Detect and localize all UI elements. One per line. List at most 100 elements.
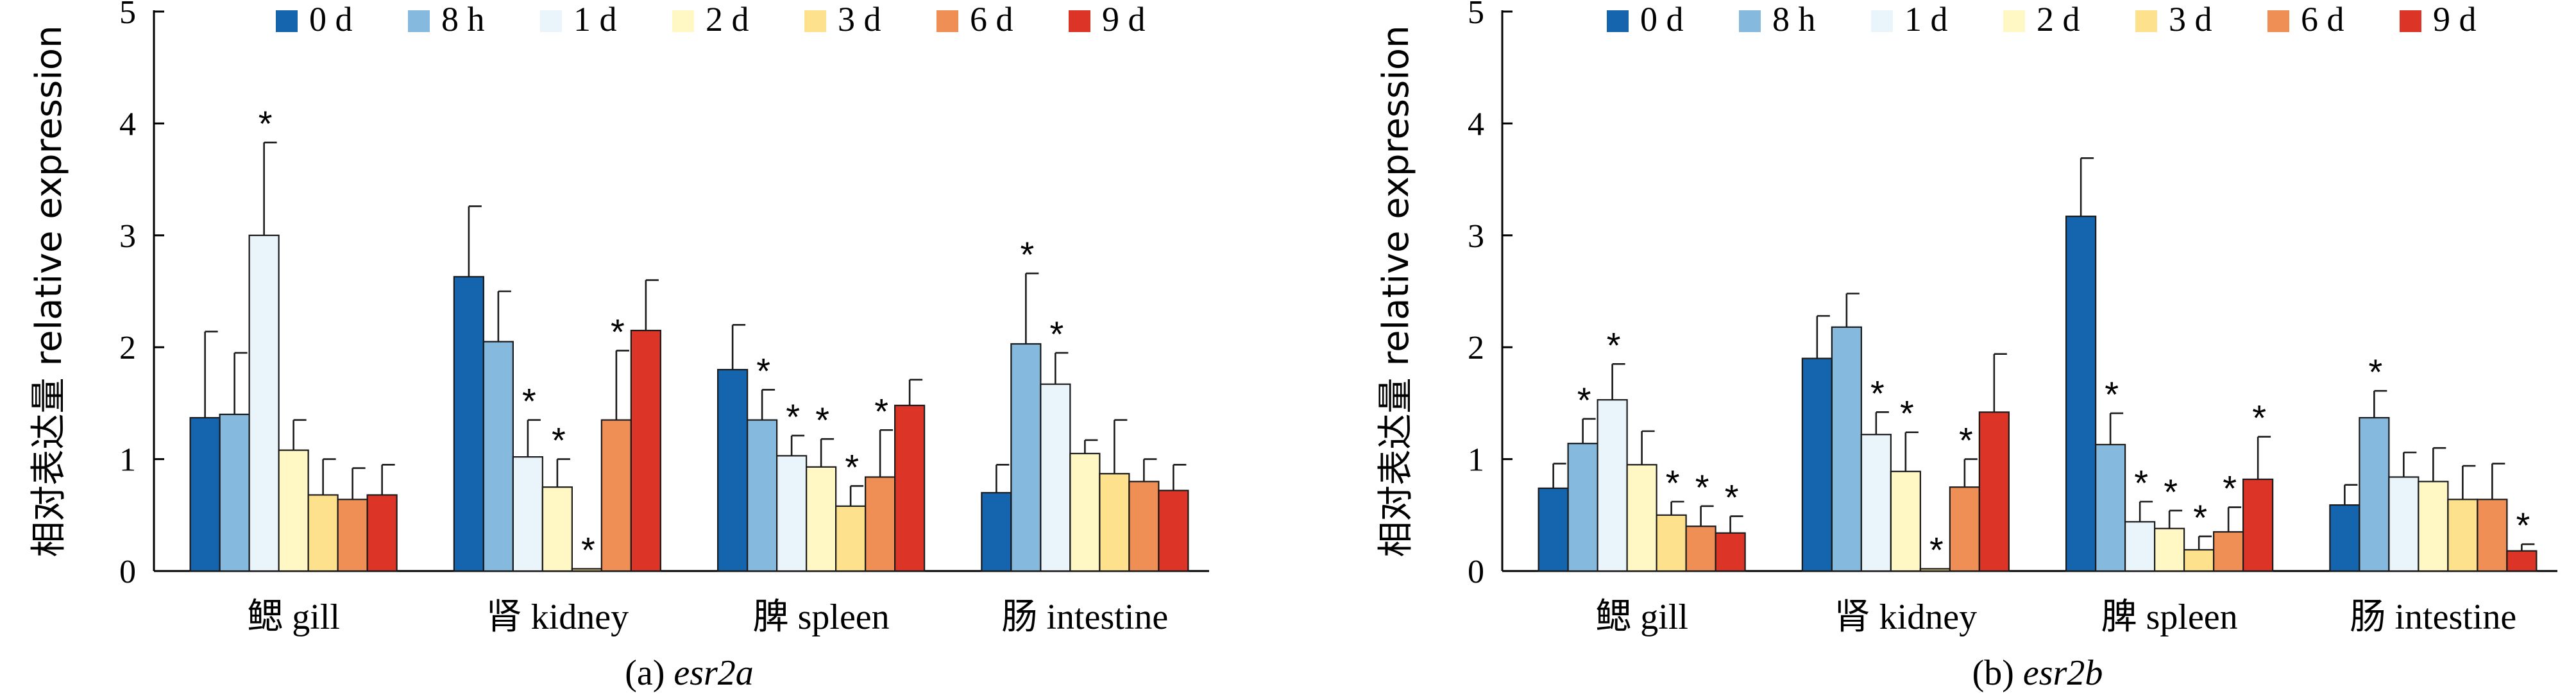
- y-tick-label: 4: [119, 106, 136, 142]
- y-axis-label: 相对表达量 relative expression: [1375, 26, 1417, 558]
- legend-label: 6 d: [2301, 0, 2344, 38]
- y-tick-label: 5: [1468, 0, 1484, 31]
- legend-swatch: [2267, 10, 2289, 32]
- category-label: 肠 intestine: [1002, 597, 1169, 637]
- bar-group: * * * *: [453, 205, 661, 572]
- bar: [1715, 532, 1746, 572]
- legend-label: 1 d: [1904, 0, 1948, 38]
- bar: [1567, 443, 1598, 572]
- significance-marker: *: [581, 530, 595, 570]
- significance-marker: *: [2164, 472, 2178, 512]
- significance-marker: *: [1725, 477, 1739, 518]
- bar-group: * * * * *: [1538, 325, 1746, 572]
- y-tick-label: 1: [119, 442, 136, 479]
- bar: [894, 404, 926, 572]
- significance-marker: *: [1695, 467, 1709, 508]
- caption-gene: esr2a: [674, 653, 753, 693]
- legend-swatch: [672, 10, 694, 32]
- bar: [189, 416, 221, 572]
- significance-marker: *: [2134, 463, 2148, 503]
- bar: [1978, 411, 2010, 572]
- category-label: 肾 kidney: [486, 597, 629, 637]
- significance-marker: *: [2368, 352, 2382, 392]
- bar: [512, 456, 543, 572]
- significance-marker: *: [552, 420, 566, 461]
- y-tick-label: 5: [119, 0, 136, 31]
- y-tick-label: 0: [119, 554, 136, 590]
- legend-label: 3 d: [2169, 0, 2212, 38]
- y-axis-label: 相对表达量 relative expression: [28, 26, 70, 558]
- bar: [981, 491, 1012, 572]
- bar-group: * * * * * *: [2065, 157, 2274, 572]
- bar: [307, 494, 339, 572]
- bar: [278, 449, 309, 572]
- bar: [2506, 550, 2538, 572]
- category-label: 肾 kidney: [1835, 597, 1977, 637]
- legend-label: 1 d: [573, 0, 617, 38]
- category-label: 肠 intestine: [2350, 597, 2517, 637]
- bar: [717, 368, 749, 572]
- legend-swatch: [2135, 10, 2157, 32]
- bar-group: * * * * *: [717, 324, 926, 572]
- bar: [1831, 326, 1862, 572]
- bar: [835, 505, 867, 572]
- bar: [747, 419, 778, 572]
- legend-swatch: [2400, 10, 2421, 32]
- legend-swatch: [2003, 10, 2025, 32]
- bar: [1801, 357, 1833, 572]
- legend-label: 0 d: [1640, 0, 1684, 38]
- legend-label: 0 d: [309, 0, 353, 38]
- bar: [1069, 452, 1101, 572]
- significance-marker: *: [815, 400, 829, 440]
- bar: [1158, 490, 1189, 572]
- bar: [1890, 470, 1921, 572]
- bar: [2447, 499, 2479, 572]
- legend-label: 2 d: [706, 0, 749, 38]
- significance-marker: *: [1929, 530, 1944, 570]
- legend-label: 9 d: [2433, 0, 2477, 38]
- bar: [2183, 549, 2215, 572]
- significance-marker: *: [2516, 505, 2530, 545]
- bar: [1099, 473, 1130, 572]
- bar: [2359, 416, 2390, 572]
- caption-gene: esr2b: [2023, 653, 2103, 693]
- significance-marker: *: [1666, 463, 1680, 503]
- significance-marker: *: [874, 391, 888, 431]
- bar-group: **: [981, 234, 1189, 572]
- bar: [806, 466, 837, 572]
- bar: [2329, 504, 2360, 572]
- bar: [2242, 478, 2274, 572]
- legend-swatch: [1871, 10, 1893, 32]
- significance-marker: *: [2193, 497, 2207, 538]
- legend-label: 6 d: [970, 0, 1013, 38]
- legend-swatch: [804, 10, 826, 32]
- legend-swatch: [936, 10, 958, 32]
- bar: [2124, 521, 2156, 572]
- bar: [2154, 527, 2185, 572]
- bar: [366, 494, 398, 572]
- bar-group: * * * *: [1801, 293, 2010, 572]
- significance-marker: *: [1020, 234, 1034, 275]
- legend-label: 9 d: [1102, 0, 1146, 38]
- bar: [541, 486, 573, 572]
- bar: [337, 499, 368, 572]
- significance-marker: *: [2252, 398, 2266, 438]
- caption-prefix: (a): [625, 653, 674, 693]
- bar: [2065, 216, 2097, 572]
- y-tick-label: 3: [1468, 218, 1484, 255]
- bar: [219, 413, 250, 572]
- bar-group: **: [2329, 352, 2538, 572]
- bar: [1949, 486, 1980, 572]
- legend-swatch: [540, 10, 562, 32]
- y-tick-label: 4: [1468, 106, 1484, 142]
- legend-swatch: [408, 10, 430, 32]
- bar: [1128, 481, 1160, 572]
- bar: [2477, 499, 2508, 572]
- significance-marker: *: [1577, 380, 1591, 420]
- bar: [1597, 399, 1628, 572]
- bar: [1656, 514, 1687, 572]
- legend-label: 8 h: [1772, 0, 1816, 38]
- bar: [865, 476, 896, 572]
